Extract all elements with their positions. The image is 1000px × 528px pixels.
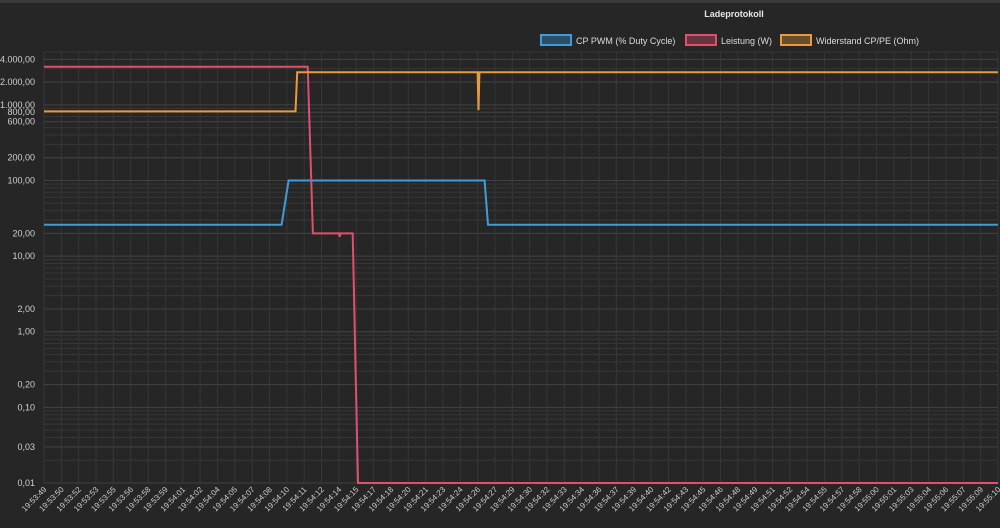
top-divider bbox=[0, 0, 1000, 3]
y-tick-label: 0,01 bbox=[17, 478, 35, 488]
legend-swatch[interactable] bbox=[685, 34, 717, 46]
legend: CP PWM (% Duty Cycle) Leistung (W) Widerst… bbox=[540, 34, 919, 46]
y-tick-label: 100,00 bbox=[7, 175, 35, 185]
y-tick-label: 20,00 bbox=[12, 228, 35, 238]
y-tick-label: 2.000,00 bbox=[0, 77, 35, 87]
legend-swatch[interactable] bbox=[540, 34, 572, 46]
series-lines bbox=[44, 65, 998, 484]
legend-label[interactable]: CP PWM (% Duty Cycle) bbox=[576, 36, 675, 46]
series-line bbox=[44, 65, 998, 484]
y-tick-label: 10,00 bbox=[12, 251, 35, 261]
y-tick-label: 2,00 bbox=[17, 304, 35, 314]
legend-label[interactable]: Widerstand CP/PE (Ohm) bbox=[816, 36, 919, 46]
y-tick-label: 0,20 bbox=[17, 380, 35, 390]
grid bbox=[43, 51, 999, 484]
y-tick-label: 4.000,00 bbox=[0, 54, 35, 64]
y-tick-label: 0,03 bbox=[17, 442, 35, 452]
y-tick-label: 800,00 bbox=[7, 107, 35, 117]
y-tick-label: 0,10 bbox=[17, 402, 35, 412]
legend-label[interactable]: Leistung (W) bbox=[721, 36, 772, 46]
chart-title: Ladeprotokoll bbox=[704, 9, 764, 19]
series-line bbox=[44, 71, 998, 113]
y-tick-label: 1,00 bbox=[17, 327, 35, 337]
y-tick-label: 1.000,00 bbox=[0, 100, 35, 110]
legend-swatch[interactable] bbox=[780, 34, 812, 46]
y-tick-label: 600,00 bbox=[7, 117, 35, 127]
series-line bbox=[44, 179, 998, 226]
x-axis: 19:53:4919:53:5019:53:5219:53:5319:53:55… bbox=[20, 485, 1000, 514]
y-tick-label: 200,00 bbox=[7, 153, 35, 163]
y-axis: 0,01 0,03 0,10 0,20 1,00 2,00 10,00 20,00 100,00… bbox=[0, 54, 998, 488]
